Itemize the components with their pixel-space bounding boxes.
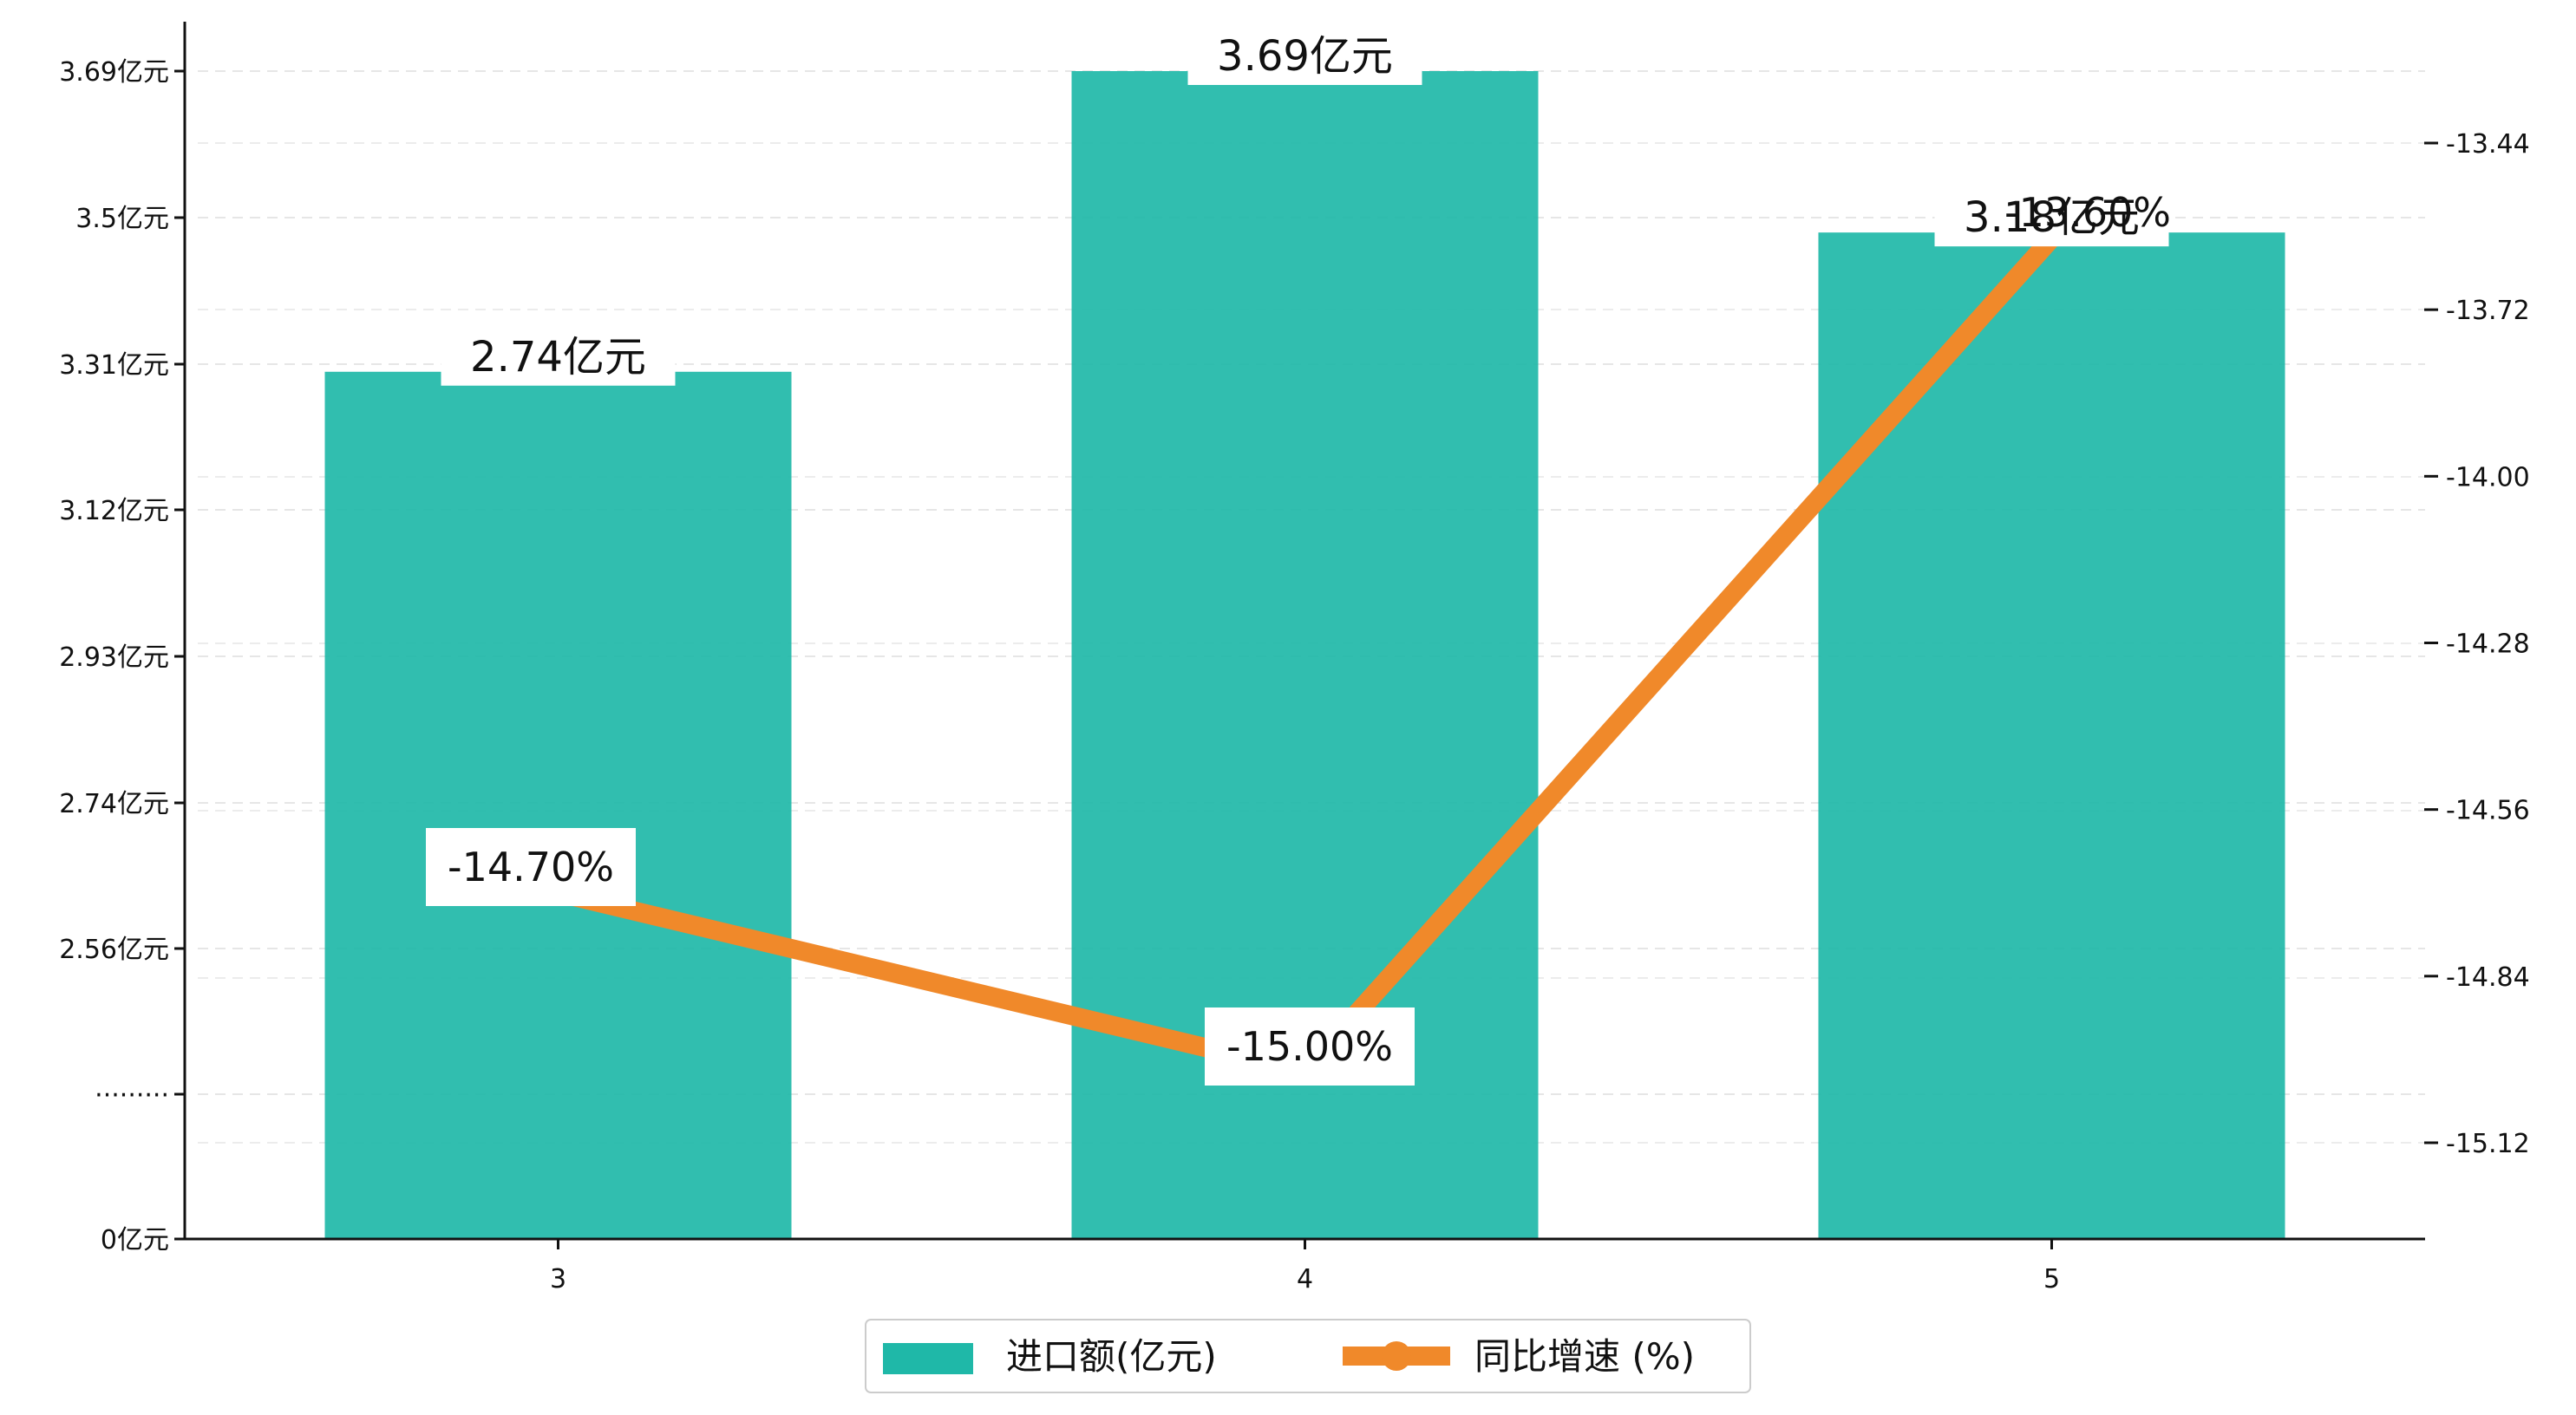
right-axis-tick-label: -14.28 <box>2446 629 2530 660</box>
legend-line-label: 同比增速 (%) <box>1474 1335 1695 1378</box>
legend-box <box>865 1319 1751 1393</box>
bar-value-label: 2.74亿元 <box>470 333 646 381</box>
data-labels: 2.74亿元 3.69亿元 3.18亿元 -14.70% -15.00% -13.60% <box>426 29 2171 1086</box>
right-axis-tick-label: -13.44 <box>2446 129 2530 160</box>
legend-bar-swatch <box>883 1343 973 1374</box>
left-axis-tick-label: 2.56亿元 <box>59 935 169 965</box>
left-axis-tick-label: 3.69亿元 <box>59 57 169 88</box>
x-axis-tick-label: 4 <box>1297 1264 1313 1294</box>
left-axis-tick-label: 2.74亿元 <box>59 789 169 819</box>
bar-value-label: 3.69亿元 <box>1217 32 1393 81</box>
bar-value-label-box <box>1934 191 2169 247</box>
bar-value-label-box <box>441 329 676 386</box>
line-value-label: -15.00% <box>1226 1023 1393 1070</box>
bar-value-label-box <box>1187 29 1422 85</box>
right-axis-tick-label: -14.84 <box>2446 962 2530 993</box>
line-value-label-box <box>1205 1007 1415 1086</box>
bar <box>1818 232 2285 1239</box>
left-axis-tick-label: 3.5亿元 <box>75 204 169 234</box>
right-axis-tick-label: -13.72 <box>2446 296 2530 326</box>
line-value-label: -13.60% <box>2004 189 2171 236</box>
x-axis-tick-label: 5 <box>2043 1264 2060 1294</box>
line-value-label: -14.70% <box>448 844 614 890</box>
left-axis-tick-label: 3.12亿元 <box>59 496 169 526</box>
right-axis-tick-label: -14.56 <box>2446 796 2530 826</box>
left-axis-tick-label: ········· <box>95 1080 169 1111</box>
left-axis-tick-label: 3.31亿元 <box>59 350 169 381</box>
legend-line-marker <box>1382 1341 1411 1371</box>
legend: 进口额(亿元) 同比增速 (%) <box>865 1319 1751 1393</box>
axes: 0亿元 ········· 2.56亿元 2.74亿元 2.93亿元 3.12亿元 3.31… <box>59 22 2530 1294</box>
bar-value-label: 3.18亿元 <box>1964 193 2140 242</box>
right-axis-tick-label: -14.00 <box>2446 462 2530 492</box>
x-axis-tick-label: 3 <box>550 1264 566 1294</box>
line-value-label-box <box>426 828 636 906</box>
left-axis-tick-label: 2.93亿元 <box>59 642 169 673</box>
right-axis-tick-label: -15.12 <box>2446 1129 2530 1159</box>
left-axis-tick-label: 0亿元 <box>101 1225 169 1255</box>
bar <box>324 371 792 1240</box>
legend-bar-label: 进口额(亿元) <box>1006 1335 1217 1378</box>
